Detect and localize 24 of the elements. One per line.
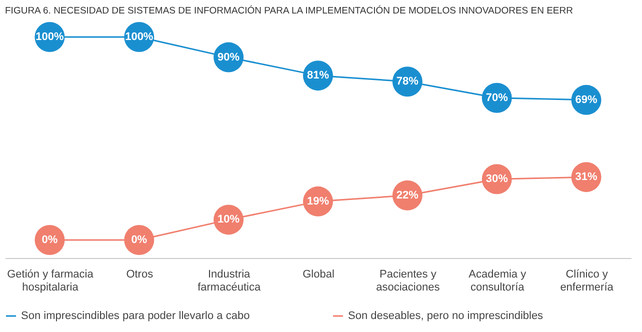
data-label: 22% xyxy=(396,189,419,202)
data-label: 30% xyxy=(486,173,508,186)
x-tick-label: Otros xyxy=(126,268,154,280)
x-tick-label: Industria farmacéutica xyxy=(198,268,262,294)
x-tick-label: Global xyxy=(302,268,334,280)
x-tick-label: Pacientes y asociaciones xyxy=(376,268,440,294)
data-label: 70% xyxy=(486,92,508,104)
data-label: 100% xyxy=(125,31,154,43)
data-label: 19% xyxy=(306,195,330,208)
data-label: 31% xyxy=(575,171,598,184)
x-tick-label: Academia y consultoría xyxy=(468,268,527,294)
chart-title: FIGURA 6. NECESIDAD DE SISTEMAS DE INFORMACIÓN PARA LA IMPLEMENTACIÓN DE MODELOS INNOVADORES EN EERR xyxy=(5,4,574,16)
x-tick-label: Getión y farmacia hospitalaria xyxy=(7,268,94,294)
legend-label: Son deseables, pero no imprescindibles xyxy=(348,310,544,322)
data-label: 100% xyxy=(36,31,64,43)
data-label: 81% xyxy=(306,70,330,82)
x-tick-label: Clínico y enfermería xyxy=(560,268,614,294)
data-label: 10% xyxy=(218,214,240,226)
data-label: 69% xyxy=(575,94,598,106)
legend-label: Son imprescindibles para poder llevarlo a cabo xyxy=(21,310,250,322)
data-label: 0% xyxy=(131,234,148,246)
data-label: 0% xyxy=(42,234,58,246)
data-label: 78% xyxy=(396,76,419,88)
data-label: 90% xyxy=(218,51,240,64)
